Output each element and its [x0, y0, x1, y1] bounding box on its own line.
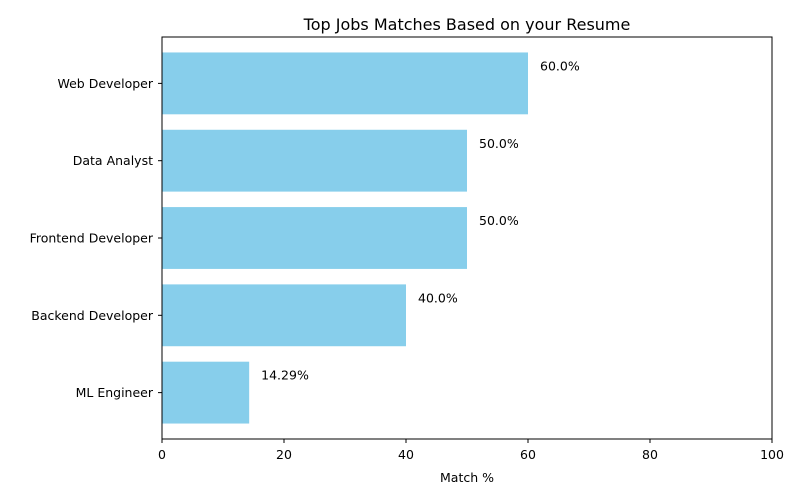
x-axis-ticks: 0 20 40 60 80 100 — [158, 439, 784, 462]
x-tick-label: 80 — [642, 447, 658, 462]
bar-value-label: 60.0% — [540, 58, 580, 73]
y-tick-label: Backend Developer — [31, 308, 154, 323]
bars-group — [162, 52, 528, 424]
bar-value-label: 40.0% — [418, 290, 458, 305]
bar — [162, 361, 250, 424]
bar-value-label: 50.0% — [479, 136, 519, 151]
y-tick-label: ML Engineer — [76, 385, 154, 400]
y-tick-label: Web Developer — [57, 76, 153, 91]
y-axis-ticks: Web Developer Data Analyst Frontend Develo… — [30, 76, 162, 400]
bar — [162, 284, 406, 347]
bar-value-label: 14.29% — [261, 368, 309, 383]
bar — [162, 129, 467, 192]
x-axis-label: Match % — [440, 470, 494, 485]
chart-title: Top Jobs Matches Based on your Resume — [303, 15, 631, 34]
value-labels-group: 60.0% 50.0% 50.0% 40.0% 14.29% — [261, 58, 580, 382]
bar-value-label: 50.0% — [479, 213, 519, 228]
x-tick-label: 20 — [276, 447, 292, 462]
y-tick-label: Frontend Developer — [30, 231, 154, 246]
x-tick-label: 40 — [398, 447, 414, 462]
y-tick-label: Data Analyst — [73, 153, 153, 168]
plot-frame — [161, 36, 773, 440]
x-tick-label: 0 — [158, 447, 166, 462]
bar — [162, 207, 467, 269]
x-tick-label: 100 — [760, 447, 784, 462]
x-tick-label: 60 — [520, 447, 536, 462]
bar — [162, 52, 528, 115]
